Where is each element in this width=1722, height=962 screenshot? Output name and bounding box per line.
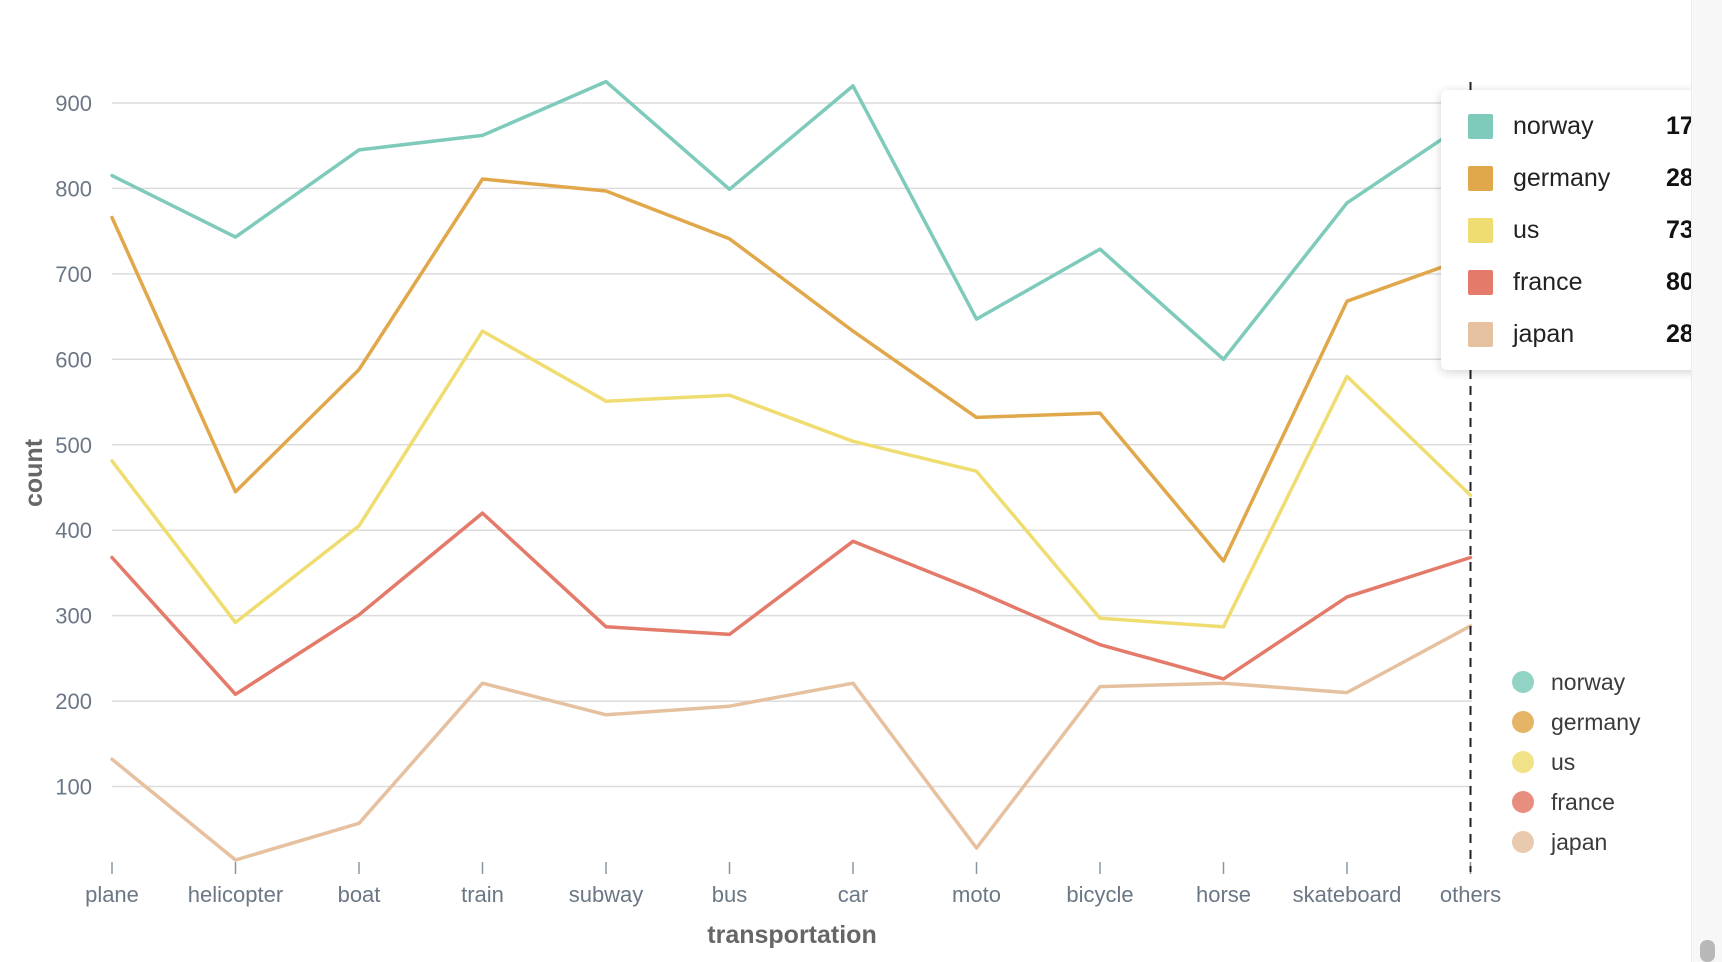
gridlines xyxy=(112,102,1472,788)
y-tick-label: 900 xyxy=(55,91,92,116)
tooltip-row-france: france80.0 xyxy=(1468,266,1715,298)
tooltip-series-name: us xyxy=(1513,215,1540,244)
x-tick-label: horse xyxy=(1196,882,1251,907)
tooltip-series-name: germany xyxy=(1513,163,1611,192)
y-tick-label: 700 xyxy=(55,262,92,287)
tooltip-swatch xyxy=(1468,269,1493,295)
x-tick-label: bicycle xyxy=(1066,882,1133,907)
series-line-norway xyxy=(110,79,1473,362)
y-tick-label: 300 xyxy=(55,604,92,629)
legend-marker-us xyxy=(1512,751,1534,773)
series-line-germany xyxy=(110,177,1473,563)
x-tick-label: others xyxy=(1440,882,1501,907)
tooltip-swatch xyxy=(1468,165,1493,191)
legend-label-norway: norway xyxy=(1551,669,1626,695)
x-tick-label: helicopter xyxy=(188,882,283,907)
x-tick-label: subway xyxy=(569,882,644,907)
x-tick-label: car xyxy=(838,882,869,907)
y-tick-label: 600 xyxy=(55,347,92,372)
legend-label-us: us xyxy=(1551,749,1575,775)
legend-label-france: france xyxy=(1551,789,1615,815)
series-line-japan xyxy=(110,624,1473,862)
x-axis-ticks: plane helicopter boat train subway bus car moto… xyxy=(85,862,1501,907)
y-tick-label: 800 xyxy=(55,176,92,201)
tooltip-row-japan: japan 289 xyxy=(1468,318,1708,350)
series-lines xyxy=(110,79,1473,862)
y-tick-label: 500 xyxy=(55,433,92,458)
legend-label-japan: japan xyxy=(1550,829,1607,855)
y-tick-label: 100 xyxy=(55,775,92,800)
x-tick-label: moto xyxy=(952,882,1001,907)
legend-marker-japan xyxy=(1512,831,1534,853)
y-axis-ticks: 100 200 300 400 500 600 700 800 900 xyxy=(55,91,92,800)
y-tick-label: 400 xyxy=(55,518,92,543)
tooltip-swatch xyxy=(1468,113,1493,139)
x-tick-label: plane xyxy=(85,882,139,907)
scrollbar-thumb[interactable] xyxy=(1700,940,1715,962)
y-tick-label: 200 xyxy=(55,689,92,714)
legend: norway germany us france japan xyxy=(1512,669,1641,855)
tooltip-swatch xyxy=(1468,217,1493,243)
x-tick-label: train xyxy=(461,882,504,907)
x-tick-label: boat xyxy=(338,882,381,907)
legend-marker-germany xyxy=(1512,711,1534,733)
tooltip-row-us: us73.0 xyxy=(1468,214,1715,246)
tooltip-row-norway: norway177.0 xyxy=(1468,110,1722,142)
tooltip-row-germany: germany 288 xyxy=(1468,162,1708,194)
tooltip-series-name: france xyxy=(1513,267,1583,296)
x-tick-label: bus xyxy=(712,882,747,907)
vertical-scrollbar[interactable] xyxy=(1691,0,1722,962)
tooltip-swatch xyxy=(1468,321,1493,347)
y-axis-title: count xyxy=(20,438,48,507)
legend-label-germany: germany xyxy=(1551,709,1641,735)
tooltip-series-name: japan xyxy=(1513,319,1575,348)
legend-marker-france xyxy=(1512,791,1534,813)
x-tick-label: skateboard xyxy=(1293,882,1402,907)
series-line-us xyxy=(110,329,1473,629)
tooltip-series-name: norway xyxy=(1513,111,1594,140)
x-axis-title: transportation xyxy=(707,921,876,949)
legend-marker-norway xyxy=(1512,671,1534,693)
series-line-france xyxy=(110,511,1473,697)
